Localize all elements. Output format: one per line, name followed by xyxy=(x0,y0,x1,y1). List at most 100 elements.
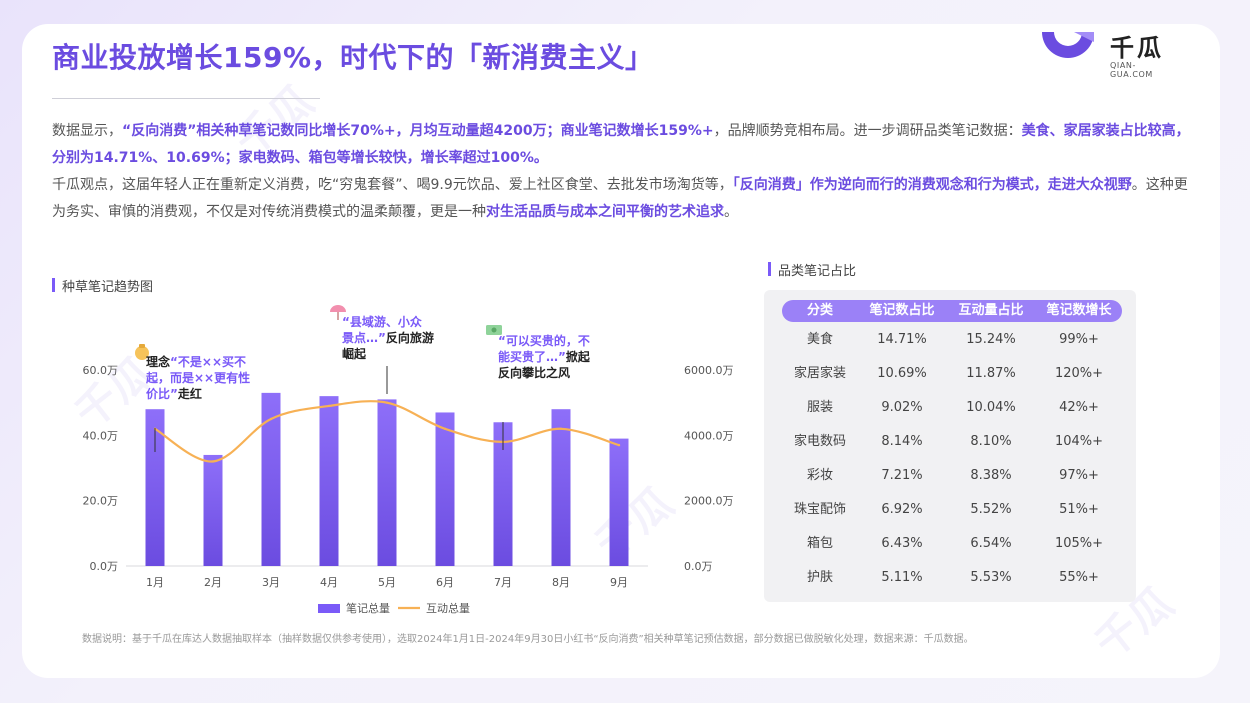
bar-notes-6月 xyxy=(435,412,455,566)
line-point-3月 xyxy=(269,417,273,421)
x-tick-label: 4月 xyxy=(320,576,338,589)
viewpoint-text: 。这种更为务实、审慎的消费观，不仅是对传统消费模式的温柔颠覆，更是一种 xyxy=(52,177,1188,220)
data-footnote: 数据说明：基于千瓜在库达人数据抽取样本（抽样数据仅供参考使用），选取2024年1… xyxy=(82,634,974,645)
x-tick-label: 1月 xyxy=(146,576,164,589)
viewpoint-paragraph: 千瓜观点，这届年轻人正在重新定义消费，吃“穷鬼套餐”、喝9.9元饮品、爱上社区食… xyxy=(52,172,1192,226)
legend-label-notes: 笔记总量 xyxy=(346,601,390,615)
line-point-5月 xyxy=(385,401,389,404)
table-cell: 105%+ xyxy=(1054,536,1104,551)
table-cell: 6.43% xyxy=(881,536,923,551)
table-cell: 家居家装 xyxy=(793,366,846,381)
table-cell: 15.24% xyxy=(966,332,1016,347)
table-cell: 美食 xyxy=(806,332,833,347)
table-cell: 护肤 xyxy=(806,570,833,585)
annotation-segment: 理念 xyxy=(146,354,170,369)
table-header-cell: 分类 xyxy=(806,303,833,318)
table-cell: 8.38% xyxy=(970,468,1012,483)
title-divider xyxy=(52,98,320,99)
table-cell: 7.21% xyxy=(881,468,923,483)
bar-notes-8月 xyxy=(551,409,571,566)
y-right-tick-label: 6000.0万 xyxy=(684,364,734,377)
viewpoint-text: 。 xyxy=(724,204,738,220)
annotation-7月-line: “可以买贵的，不 xyxy=(498,333,590,348)
table-row: 箱包 6.43% 6.54% 105%+ xyxy=(782,532,1122,556)
annotation-1月-line: 理念“不是××买不 xyxy=(146,354,246,369)
table-cell: 51%+ xyxy=(1059,502,1099,517)
annotation-5月-line: 景点…”反向旅游 xyxy=(342,330,434,345)
money-bag-icon xyxy=(135,346,149,360)
annotation-7月-line: 能买贵了…”掀起 xyxy=(498,349,591,364)
bar-notes-3月 xyxy=(261,392,281,566)
table-cell: 11.87% xyxy=(966,366,1016,381)
annotation-segment: “县域游、小众 xyxy=(342,314,423,329)
table-cell: 8.14% xyxy=(881,434,923,449)
annotation-1月-line: 价比”走红 xyxy=(146,386,202,401)
summary-text: 数据显示， xyxy=(52,123,122,139)
table-cell: 彩妆 xyxy=(806,468,833,483)
table-header-cell: 互动量占比 xyxy=(958,303,1024,318)
chart-section-label: 种草笔记趋势图 xyxy=(51,276,153,295)
annotation-segment: 掀起 xyxy=(566,349,591,364)
table-cell: 箱包 xyxy=(806,536,833,551)
x-tick-label: 7月 xyxy=(494,576,512,589)
x-tick-label: 6月 xyxy=(436,576,454,589)
annotation-segment: 走红 xyxy=(178,386,202,401)
annotation-segment: 价比” xyxy=(146,386,178,401)
annotation-1月-line: 起，而是××更有性 xyxy=(145,370,250,385)
y-left-tick-label: 0.0万 xyxy=(90,560,119,573)
notes-trend-chart: 0.0万 20.0万 40.0万 60.0万 0.0万 2000.0万 4000.0万 600… xyxy=(83,305,734,615)
annotation-segment: 崛起 xyxy=(342,346,367,361)
table-cell: 97%+ xyxy=(1059,468,1099,483)
annotation-5月-line: “县域游、小众 xyxy=(342,314,423,329)
viewpoint-highlight: 「反向消费」作为逆向而行的消费观念和行为模式，走进大众视野 xyxy=(732,177,1132,193)
money-bag-icon xyxy=(139,344,145,348)
table-cell: 99%+ xyxy=(1059,332,1099,347)
bar-notes-5月 xyxy=(377,399,397,566)
table-cell: 6.54% xyxy=(970,536,1012,551)
annotation-segment: 反向旅游 xyxy=(386,330,434,345)
summary-highlight: 美食、家居家装占比较高，分别为14.71%、10.69%；家电数码、箱包等增长较… xyxy=(52,123,1190,166)
viewpoint-text: 千瓜观点，这届年轻人正在重新定义消费，吃“穷鬼套餐”、喝9.9元饮品、爱上社区食… xyxy=(52,177,733,193)
table-cell: 5.52% xyxy=(970,502,1012,517)
y-right-tick-label: 4000.0万 xyxy=(684,429,734,442)
table-row: 服装 9.02% 10.04% 42%+ xyxy=(782,396,1122,420)
y-left-tick-label: 20.0万 xyxy=(83,495,119,508)
table-cell: 55%+ xyxy=(1059,570,1099,585)
y-right-tick-label: 0.0万 xyxy=(684,560,713,573)
table-cell: 42%+ xyxy=(1059,400,1099,415)
table-row: 美食 14.71% 15.24% 99%+ xyxy=(782,328,1122,352)
y-right-tick-label: 2000.0万 xyxy=(684,495,734,508)
legend-bar-swatch xyxy=(318,604,340,613)
table-cell: 104%+ xyxy=(1054,434,1104,449)
table-cell: 120%+ xyxy=(1054,366,1104,381)
table-row: 家电数码 8.14% 8.10% 104%+ xyxy=(782,430,1122,454)
table-cell: 9.02% xyxy=(881,400,923,415)
summary-text: ，品牌顺势竞相布局。进一步调研品类笔记数据： xyxy=(713,123,1022,139)
table-cell: 8.10% xyxy=(970,434,1012,449)
table-row: 护肤 5.11% 5.53% 55%+ xyxy=(782,566,1122,590)
annotation-segment: 景点…” xyxy=(342,330,386,345)
table-row: 珠宝配饰 6.92% 5.52% 51%+ xyxy=(782,498,1122,522)
logo-mark-icon xyxy=(1042,32,1094,58)
y-left-tick-label: 60.0万 xyxy=(83,364,119,377)
table-row: 家居家装 10.69% 11.87% 120%+ xyxy=(782,362,1122,386)
annotation-segment: 起，而是××更有性 xyxy=(145,370,250,385)
table-cell: 10.04% xyxy=(966,400,1016,415)
line-point-8月 xyxy=(559,427,563,430)
table-cell: 珠宝配饰 xyxy=(793,502,846,517)
line-point-6月 xyxy=(443,427,447,430)
line-point-9月 xyxy=(617,443,621,447)
table-section-label: 品类笔记占比 xyxy=(767,260,856,279)
category-table: 分类 笔记数占比 互动量占比 笔记数增长 美食 14.71% 15.24% 99%+ … xyxy=(764,290,1136,602)
umbrella-icon xyxy=(330,305,346,312)
table-cell: 10.69% xyxy=(877,366,927,381)
bar-notes-7月 xyxy=(493,422,513,566)
x-tick-label: 2月 xyxy=(204,576,222,589)
table-cell: 6.92% xyxy=(881,502,923,517)
annotation-segment: 能买贵了…” xyxy=(498,349,566,364)
bar-notes-9月 xyxy=(609,438,629,566)
table-cell: 服装 xyxy=(806,400,833,415)
bar-notes-2月 xyxy=(203,454,223,566)
qiangua-logo: 千瓜 QIAN-GUA.COM xyxy=(1038,28,1178,79)
table-cell: 5.11% xyxy=(881,570,923,585)
